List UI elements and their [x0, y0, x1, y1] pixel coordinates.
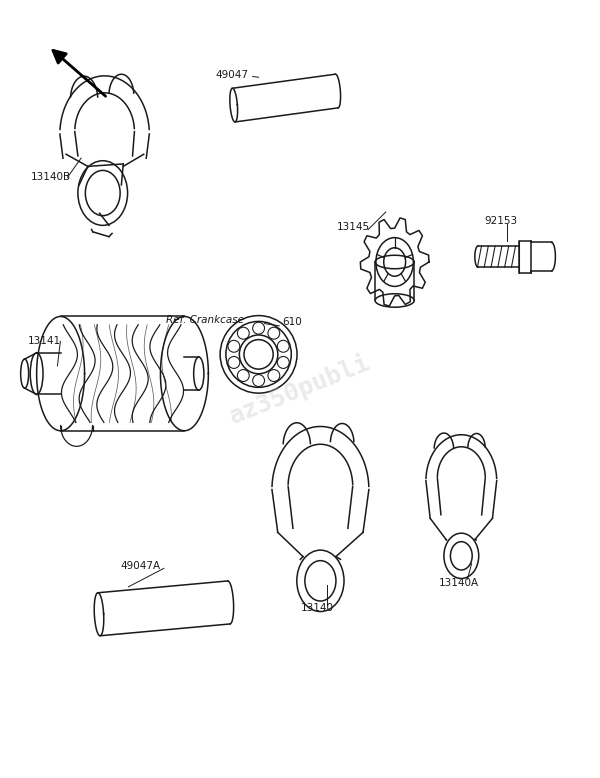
Text: 49047A: 49047A — [120, 561, 160, 571]
Text: 13140: 13140 — [301, 604, 334, 613]
Text: 13140A: 13140A — [439, 578, 479, 588]
Text: Ref. Crankcase: Ref. Crankcase — [166, 315, 244, 324]
Text: az350publi: az350publi — [226, 349, 374, 429]
Text: 92153: 92153 — [485, 216, 518, 226]
Text: 13141: 13141 — [28, 336, 61, 346]
Text: 610: 610 — [282, 317, 302, 327]
Bar — [519, 240, 531, 272]
Text: 13140B: 13140B — [31, 173, 71, 182]
Text: 13145: 13145 — [337, 223, 370, 233]
Text: 49047: 49047 — [215, 70, 248, 80]
